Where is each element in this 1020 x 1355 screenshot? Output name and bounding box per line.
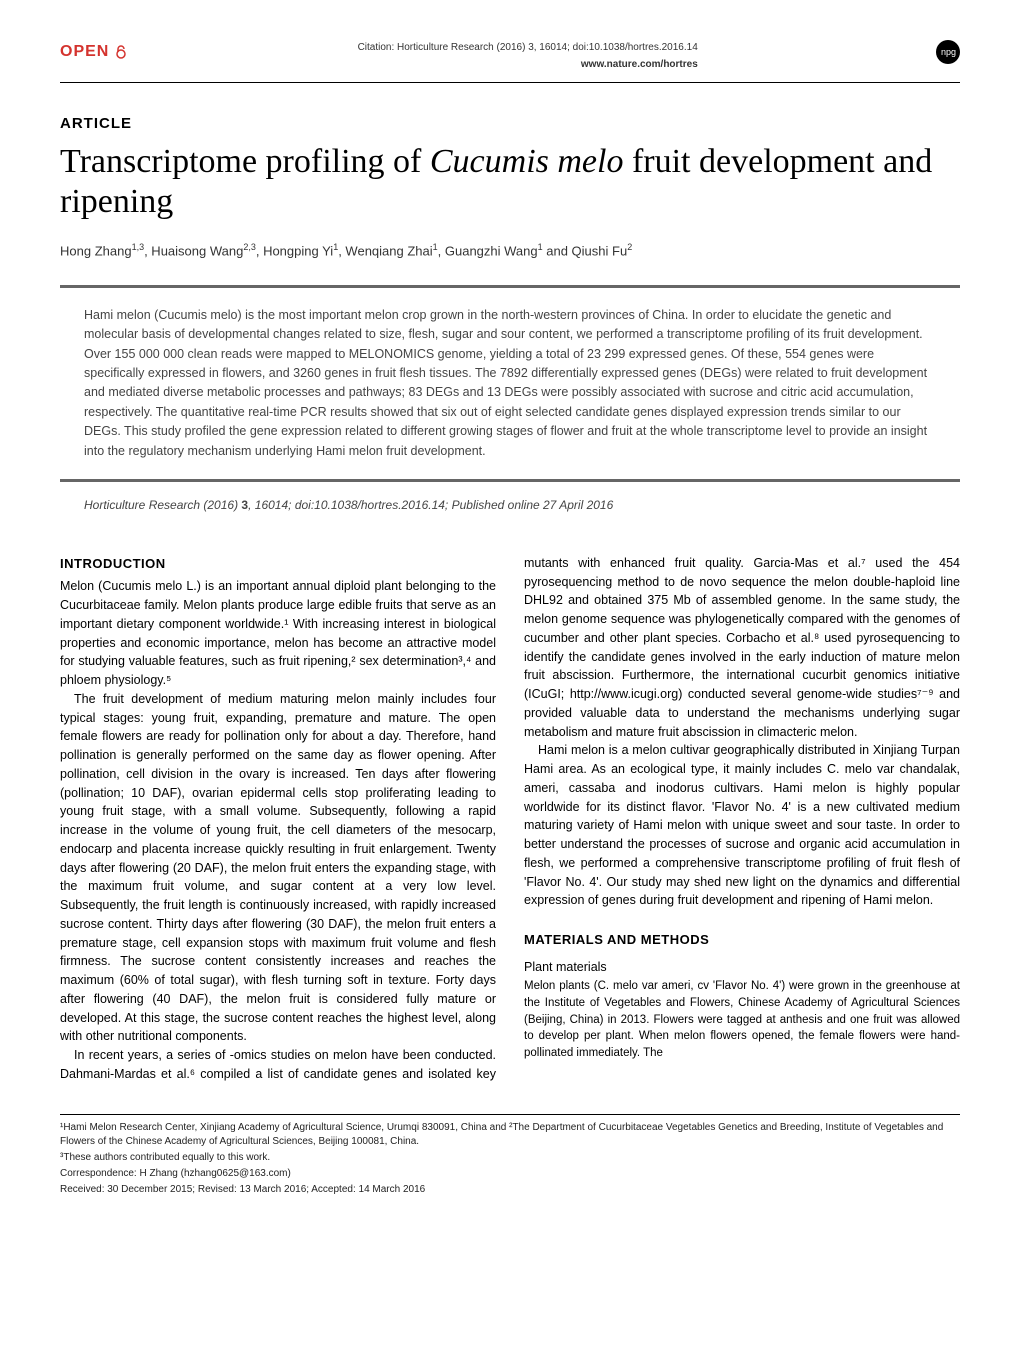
mm-subheading: Plant materials	[524, 958, 960, 977]
citation-block: Citation: Horticulture Research (2016) 3…	[358, 40, 698, 74]
footer-rule	[60, 1114, 960, 1115]
author-6: and Qiushi Fu	[543, 243, 628, 258]
lock-open-icon	[113, 44, 129, 60]
citation-text: Citation: Horticulture Research (2016) 3…	[358, 40, 698, 55]
mm-heading: MATERIALS AND METHODS	[524, 930, 960, 950]
author-2: , Huaisong Wang	[144, 243, 243, 258]
npg-logo: npg	[936, 40, 960, 64]
open-text: OPEN	[60, 40, 109, 64]
author-4: , Wenqiang Zhai	[338, 243, 432, 258]
doi-rest: , 16014; doi:10.1038/hortres.2016.14; Pu…	[248, 498, 613, 512]
article-title: Transcriptome profiling of Cucumis melo …	[60, 142, 960, 224]
doi-year: (2016)	[203, 498, 241, 512]
author-6-aff: 2	[627, 242, 632, 252]
intro-para-4: Hami melon is a melon cultivar geographi…	[524, 741, 960, 910]
doi-journal: Horticulture Research	[84, 498, 200, 512]
abstract-box: Hami melon (Cucumis melo) is the most im…	[60, 285, 960, 482]
intro-heading: INTRODUCTION	[60, 554, 496, 574]
header-bar: OPEN Citation: Horticulture Research (20…	[60, 40, 960, 74]
body-columns: INTRODUCTION Melon (Cucumis melo L.) is …	[60, 554, 960, 1084]
article-type-label: ARTICLE	[60, 113, 960, 136]
author-1: Hong Zhang	[60, 243, 132, 258]
author-3: , Hongping Yi	[256, 243, 333, 258]
abstract-text: Hami melon (Cucumis melo) is the most im…	[84, 308, 927, 458]
header-rule	[60, 82, 960, 83]
author-2-aff: 2,3	[243, 242, 256, 252]
intro-para-2: The fruit development of medium maturing…	[60, 690, 496, 1046]
author-1-aff: 1,3	[132, 242, 145, 252]
affiliations-block: ¹Hami Melon Research Center, Xinjiang Ac…	[60, 1121, 960, 1197]
correspondence: Correspondence: H Zhang (hzhang0625@163.…	[60, 1167, 960, 1181]
mm-para-1: Melon plants (C. melo var ameri, cv 'Fla…	[524, 978, 960, 1061]
intro-para-1: Melon (Cucumis melo L.) is an important …	[60, 577, 496, 690]
author-list: Hong Zhang1,3, Huaisong Wang2,3, Hongpin…	[60, 241, 960, 261]
materials-methods-section: MATERIALS AND METHODS Plant materials Me…	[524, 930, 960, 1062]
doi-line: Horticulture Research (2016) 3, 16014; d…	[84, 496, 960, 514]
title-pre: Transcriptome profiling of	[60, 143, 430, 180]
title-species: Cucumis melo	[430, 143, 624, 180]
affiliation-1-2: ¹Hami Melon Research Center, Xinjiang Ac…	[60, 1121, 960, 1149]
article-dates: Received: 30 December 2015; Revised: 13 …	[60, 1183, 960, 1197]
affiliation-3: ³These authors contributed equally to th…	[60, 1151, 960, 1165]
journal-url[interactable]: www.nature.com/hortres	[358, 57, 698, 72]
open-access-badge: OPEN	[60, 40, 129, 64]
author-5: , Guangzhi Wang	[438, 243, 538, 258]
